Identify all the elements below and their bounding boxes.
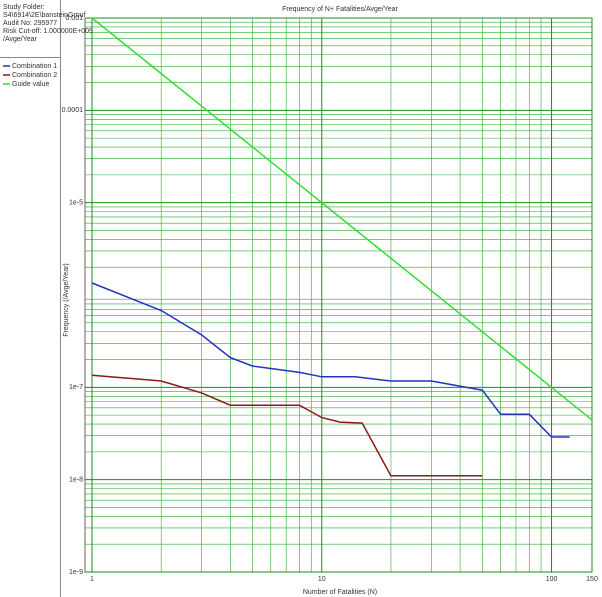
y-tick-label: 0.0001 [62, 107, 84, 114]
legend-label: Combination 1 [12, 63, 57, 70]
x-tick-label: 10 [318, 576, 326, 583]
panel-text: Study Folder: [3, 4, 45, 11]
y-axis-label: Frequency (/Avge/Year) [63, 263, 70, 337]
x-tick-label: 1 [90, 576, 94, 583]
series-line [91, 374, 483, 477]
series-line [91, 282, 570, 438]
x-tick-label: 100 [546, 576, 558, 583]
y-tick-label: 1e-8 [69, 477, 83, 484]
y-tick-label: 1e-9 [69, 569, 83, 576]
x-tick-label: 150 [586, 576, 598, 583]
panel-text: /Avge/Year [3, 36, 38, 43]
legend-label: Combination 2 [12, 72, 57, 79]
x-axis-label: Number of Fatalities (N) [303, 589, 377, 596]
panel-text: Audit No: 295977 [3, 20, 57, 27]
panel-text: Risk Cut-off: 1.000000E+009 [3, 28, 93, 35]
y-tick-label: 1e-7 [69, 384, 83, 391]
legend-label: Guide value [12, 81, 49, 88]
chart-title: Frequency of N+ Fatalities/Avge/Year [282, 6, 398, 13]
panel-text: S4\6914\2E\bansteinGrouf [3, 12, 86, 19]
y-tick-label: 1e-5 [69, 200, 83, 207]
series-line [91, 17, 593, 421]
y-tick-label: 0.001 [65, 15, 83, 22]
